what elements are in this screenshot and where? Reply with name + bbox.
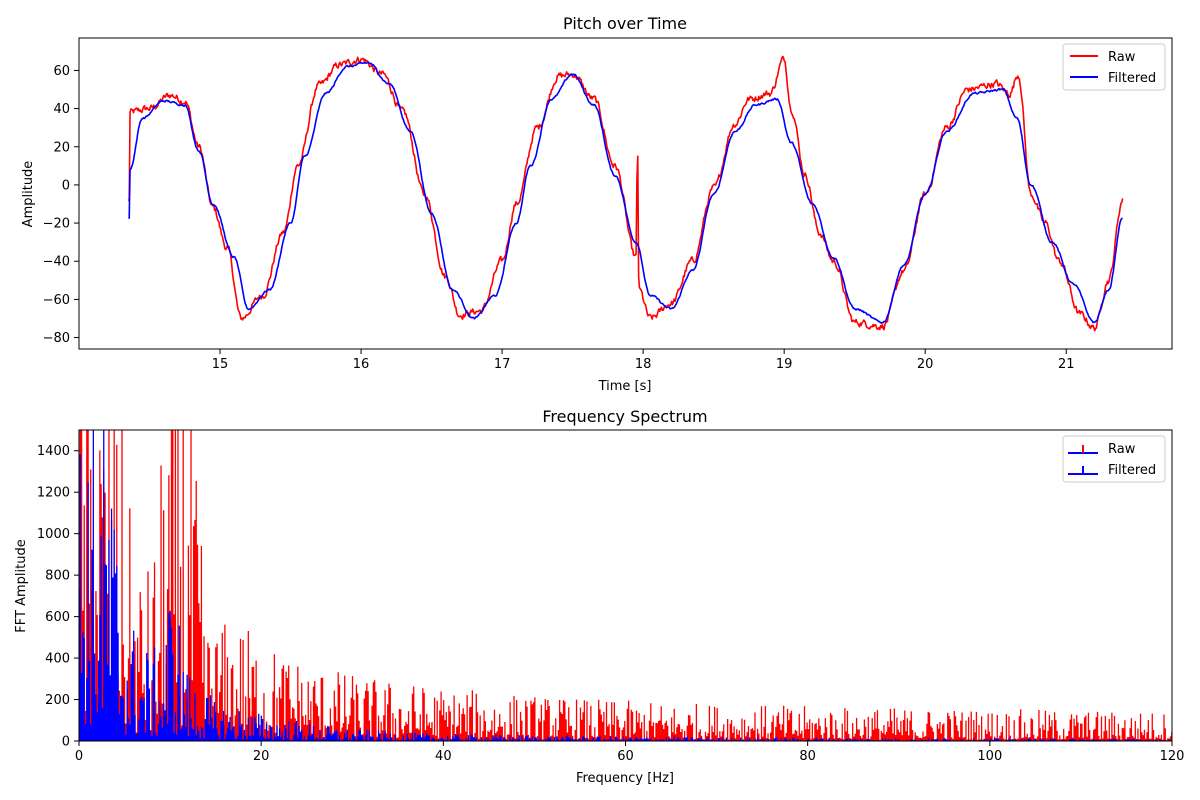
y-tick-label: 1400 <box>37 444 70 459</box>
pitch-y-label: Amplitude <box>21 161 36 228</box>
pitch-legend: Raw Filtered <box>1062 43 1166 91</box>
spectrum-legend-box <box>1062 435 1166 483</box>
x-tick-label: 18 <box>635 357 652 372</box>
y-tick-label: −40 <box>43 255 70 270</box>
x-tick-label: 120 <box>1160 749 1185 764</box>
x-tick-label: 15 <box>212 357 229 372</box>
spectrum-x-label: Frequency [Hz] <box>576 771 674 786</box>
pitch-plot-area <box>127 55 1124 332</box>
spectrum-plot-area <box>79 430 1172 741</box>
y-tick-label: −60 <box>43 293 70 308</box>
y-tick-label: −80 <box>43 331 70 346</box>
x-tick-label: 21 <box>1058 357 1075 372</box>
x-tick-label: 20 <box>253 749 270 764</box>
pitch-x-ticks: 15 16 17 18 19 20 21 <box>212 349 1075 372</box>
x-tick-label: 20 <box>917 357 934 372</box>
spectrum-chart-title: Frequency Spectrum <box>542 407 707 426</box>
y-tick-label: 200 <box>45 693 70 708</box>
y-tick-label: 1200 <box>37 486 70 501</box>
x-tick-label: 17 <box>494 357 511 372</box>
x-tick-label: 16 <box>353 357 370 372</box>
pitch-plot-frame <box>78 37 1173 350</box>
x-tick-label: 100 <box>977 749 1002 764</box>
series-line-raw <box>127 55 1124 332</box>
x-tick-label: 80 <box>799 749 816 764</box>
spectrum-y-ticks: 0 200 400 600 800 1000 1200 1400 <box>37 444 79 750</box>
y-tick-label: 20 <box>53 140 70 155</box>
y-tick-label: 400 <box>45 652 70 667</box>
spectrum-legend-filtered-label: Filtered <box>1108 463 1156 478</box>
x-tick-label: 19 <box>776 357 793 372</box>
y-tick-label: 40 <box>53 102 70 117</box>
y-tick-label: −20 <box>43 217 70 232</box>
x-tick-label: 40 <box>435 749 452 764</box>
pitch-chart: Pitch over Time 15 16 17 18 19 20 21 −80 −60 −40… <box>21 14 1173 394</box>
pitch-legend-filtered-label: Filtered <box>1108 71 1156 86</box>
spectrum-legend: Raw Filtered <box>1062 435 1166 483</box>
x-tick-label: 60 <box>617 749 634 764</box>
spectrum-chart: Frequency Spectrum 0 20 40 60 80 100 120 0 200 4… <box>14 407 1184 786</box>
y-tick-label: 800 <box>45 569 70 584</box>
spectrum-legend-raw-label: Raw <box>1108 442 1136 457</box>
spectrum-y-label: FFT Amplitude <box>14 539 29 632</box>
pitch-y-ticks: −80 −60 −40 −20 0 20 40 60 <box>43 64 79 346</box>
y-tick-label: 60 <box>53 64 70 79</box>
pitch-chart-title: Pitch over Time <box>563 14 687 33</box>
y-tick-label: 600 <box>45 610 70 625</box>
series-line-filtered <box>128 61 1123 324</box>
spectrum-stems-raw <box>79 430 1172 741</box>
pitch-x-label: Time [s] <box>598 379 652 394</box>
pitch-legend-raw-label: Raw <box>1108 50 1136 65</box>
x-tick-label: 0 <box>75 749 83 764</box>
spectrum-x-ticks: 0 20 40 60 80 100 120 <box>75 741 1185 764</box>
y-tick-label: 1000 <box>37 527 70 542</box>
y-tick-label: 0 <box>62 735 70 750</box>
y-tick-label: 0 <box>62 178 70 193</box>
